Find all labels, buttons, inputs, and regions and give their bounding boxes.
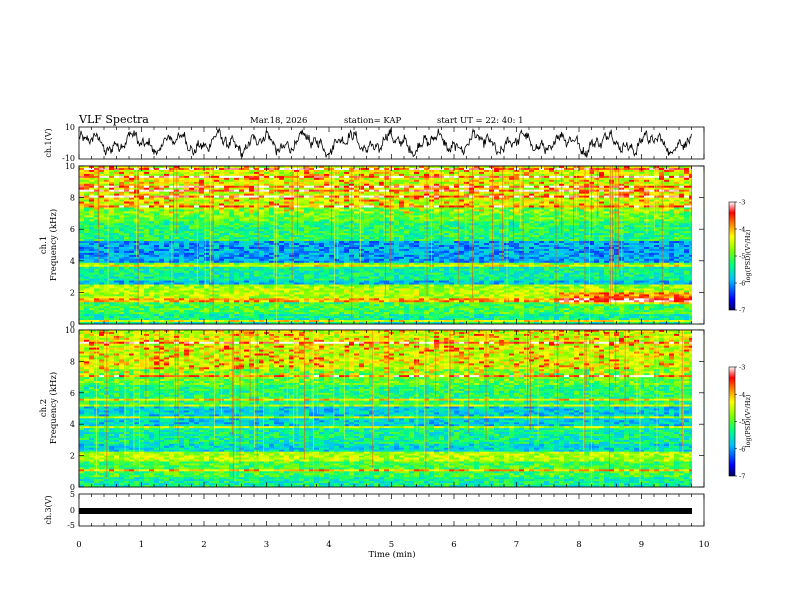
x-tick-label: 3 — [264, 540, 269, 550]
spec1-ticks-ytick-label: 4 — [70, 257, 75, 266]
ch1-colorbar-label: log(PSD)(V²/Hz) — [744, 229, 752, 282]
x-tick-label: 10 — [699, 540, 710, 550]
ch3-ytick-min: -5 — [67, 521, 75, 530]
x-tick-label: 6 — [451, 540, 456, 550]
colorbar-tick-label: -7 — [739, 307, 745, 315]
x-axis-label: Time (min) — [368, 549, 415, 560]
date-label: Mar.18, 2026 — [250, 116, 307, 126]
start-time-label: start UT = 22: 40: 1 — [437, 116, 524, 126]
spec2-ticks-ytick-label: 4 — [70, 420, 75, 429]
spec1-ticks-ytick-label: 6 — [70, 225, 75, 234]
figure-title: VLF Spectra — [78, 113, 149, 126]
x-tick-label: 0 — [76, 540, 81, 550]
ch3-ylabel: ch.3(V) — [44, 495, 53, 524]
ch2-colorbar: -3-4-5-6-7 log(PSD)(V²/Hz) — [729, 364, 752, 481]
spec1-ticks-ytick-label: 8 — [70, 194, 75, 203]
ch2-spec-channel-label: ch.2 — [39, 399, 49, 417]
ch1-ylabel: ch.1(V) — [44, 128, 53, 157]
ch3-panel: 5 0 -5 ch.3(V) — [44, 490, 704, 530]
colorbar-tick-label: -7 — [739, 473, 745, 481]
spec2-ticks-ytick-label: 2 — [70, 452, 75, 461]
ch2-colorbar-label: log(PSD)(V²/Hz) — [744, 394, 752, 447]
spec2-ticks-ytick-label: 10 — [65, 326, 75, 335]
ch3-ytick-mid: 0 — [70, 506, 75, 515]
spec2-ticks-ytick-label: 6 — [70, 389, 75, 398]
ch1-spectrogram-heatmap — [79, 166, 704, 324]
ch2-spec-ylabel: Frequency (kHz) — [48, 372, 59, 444]
station-label: station= KAP — [344, 116, 402, 126]
spec2-ticks-ytick-label: 8 — [70, 357, 75, 366]
vlf-spectra-figure: VLF Spectra Mar.18, 2026 station= KAP st… — [0, 0, 792, 612]
ch3-signal-line — [79, 508, 692, 514]
x-tick-label: 2 — [201, 540, 206, 550]
ch1-spec-channel-label: ch.1 — [39, 236, 49, 254]
x-tick-label: 4 — [326, 540, 331, 550]
ch1-ytick-max: 10 — [65, 123, 75, 132]
x-axis: 0 1 2 3 4 5 6 7 8 9 10 — [76, 540, 709, 550]
ch1-spec-ylabel: Frequency (kHz) — [48, 209, 59, 281]
ch1-colorbar: -3-4-5-6-7 log(PSD)(V²/Hz) — [729, 199, 752, 315]
x-tick-label: 8 — [576, 540, 581, 550]
ch1-waveform-panel: 10 -10 ch.1(V) — [44, 123, 704, 163]
colorbar-tick-label: -3 — [739, 364, 745, 372]
ch3-ytick-max: 5 — [70, 490, 75, 499]
spec1-ticks-ytick-label: 10 — [65, 162, 75, 171]
x-tick-label: 7 — [514, 540, 519, 550]
x-tick-label: 5 — [389, 540, 394, 550]
ch2-spectrogram-heatmap — [79, 330, 704, 487]
x-tick-label: 1 — [139, 540, 144, 550]
colorbar-tick-label: -3 — [739, 199, 745, 207]
spec1-ticks-ytick-label: 2 — [70, 288, 75, 297]
x-tick-label: 9 — [639, 540, 644, 550]
